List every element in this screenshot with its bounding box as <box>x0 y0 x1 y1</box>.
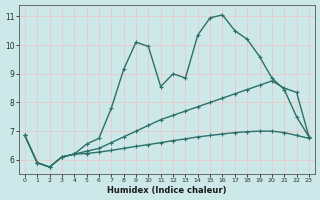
X-axis label: Humidex (Indice chaleur): Humidex (Indice chaleur) <box>107 186 227 195</box>
